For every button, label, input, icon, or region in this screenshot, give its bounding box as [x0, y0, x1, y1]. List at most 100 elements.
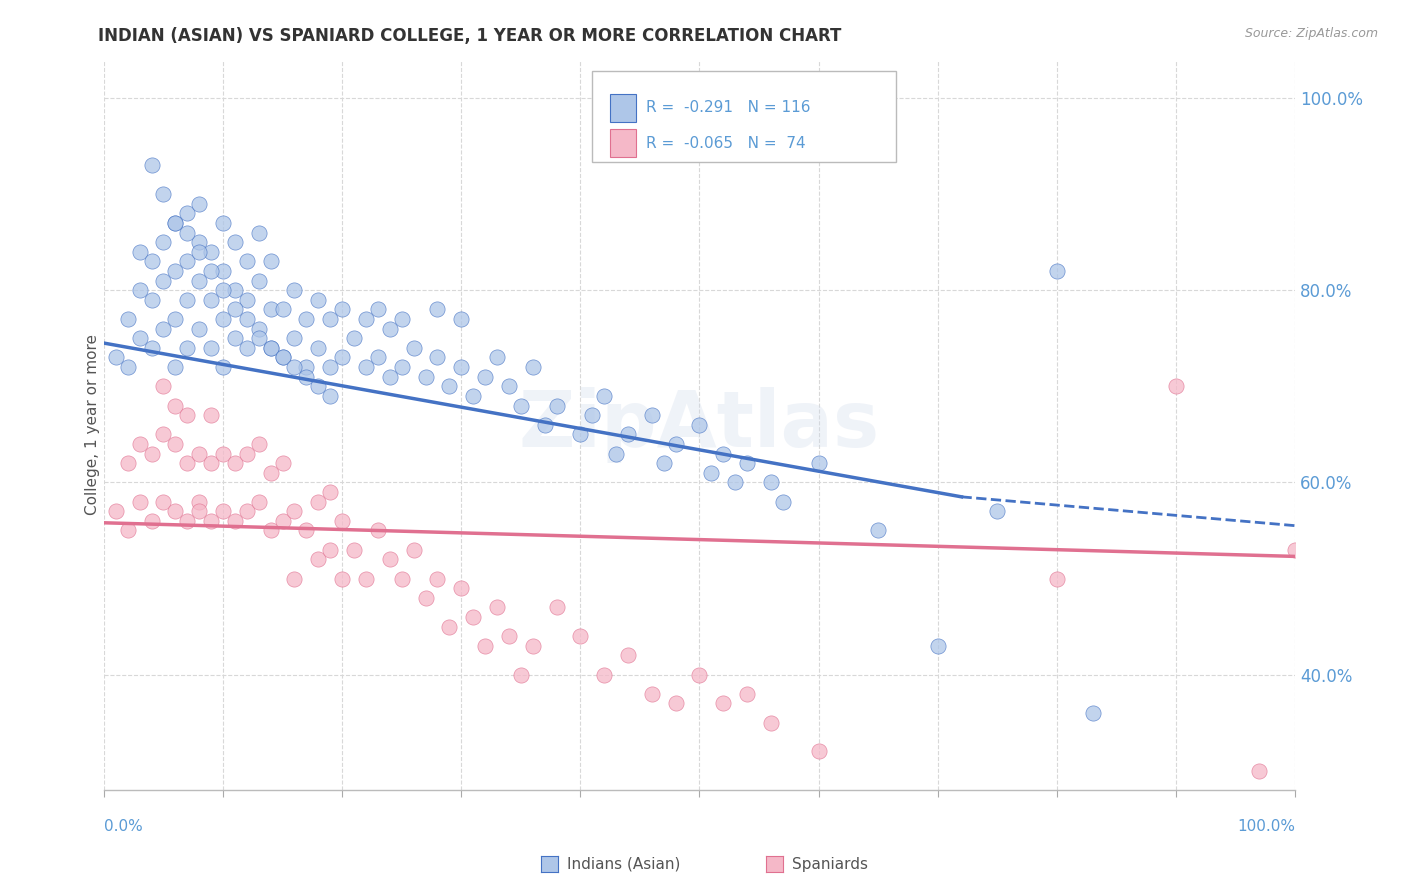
Point	[1081, 706, 1104, 720]
Point	[319, 312, 342, 326]
Point	[426, 572, 449, 586]
Point	[509, 399, 531, 413]
Point	[176, 408, 198, 422]
Point	[104, 351, 127, 365]
Point	[152, 321, 174, 335]
Point	[128, 437, 150, 451]
Point	[141, 293, 163, 307]
Point	[569, 629, 592, 643]
Text: R =  -0.291   N = 116: R = -0.291 N = 116	[645, 100, 810, 115]
Point	[176, 206, 198, 220]
Point	[319, 360, 342, 375]
Point	[283, 331, 305, 345]
Point	[152, 187, 174, 202]
Point	[260, 524, 283, 538]
Point	[188, 494, 211, 508]
Point	[200, 456, 222, 470]
Point	[759, 715, 782, 730]
Text: Source: ZipAtlas.com: Source: ZipAtlas.com	[1244, 27, 1378, 40]
Point	[247, 494, 270, 508]
Point	[236, 293, 259, 307]
Point	[450, 360, 472, 375]
Point	[295, 369, 318, 384]
Point	[152, 274, 174, 288]
Point	[271, 456, 294, 470]
Point	[295, 524, 318, 538]
Point	[236, 254, 259, 268]
Point	[260, 254, 283, 268]
Point	[415, 369, 437, 384]
Point	[688, 667, 710, 681]
Point	[141, 514, 163, 528]
Point	[1046, 264, 1069, 278]
Point	[868, 524, 890, 538]
Point	[593, 667, 616, 681]
Point	[176, 341, 198, 355]
Point	[354, 312, 377, 326]
Point	[188, 504, 211, 518]
Point	[128, 331, 150, 345]
Point	[200, 293, 222, 307]
Point	[378, 552, 401, 566]
Point	[343, 542, 366, 557]
Point	[772, 494, 794, 508]
Point	[283, 572, 305, 586]
Point	[117, 524, 139, 538]
Point	[188, 244, 211, 259]
Point	[128, 244, 150, 259]
Point	[665, 697, 688, 711]
Point	[1249, 764, 1271, 778]
Point	[807, 744, 830, 758]
Point	[141, 254, 163, 268]
Point	[474, 369, 496, 384]
Point	[212, 504, 235, 518]
Text: 100.0%: 100.0%	[1237, 819, 1295, 834]
Point	[224, 302, 246, 317]
Point	[319, 542, 342, 557]
Point	[1046, 572, 1069, 586]
Point	[271, 351, 294, 365]
Point	[200, 244, 222, 259]
Point	[188, 274, 211, 288]
Point	[415, 591, 437, 605]
Point	[439, 379, 461, 393]
Bar	[610, 94, 637, 121]
Point	[498, 379, 520, 393]
Point	[354, 572, 377, 586]
Point	[330, 572, 353, 586]
Point	[463, 610, 485, 624]
Point	[165, 504, 187, 518]
Point	[319, 485, 342, 500]
Point	[367, 302, 389, 317]
Point	[307, 494, 329, 508]
Point	[474, 639, 496, 653]
Point	[283, 360, 305, 375]
Point	[141, 447, 163, 461]
Point	[463, 389, 485, 403]
Point	[402, 341, 425, 355]
Point	[247, 226, 270, 240]
Point	[343, 331, 366, 345]
Point	[152, 427, 174, 442]
Point	[391, 312, 413, 326]
Text: Indians (Asian): Indians (Asian)	[567, 857, 681, 871]
Point	[498, 629, 520, 643]
Point	[295, 312, 318, 326]
Text: 0.0%: 0.0%	[104, 819, 142, 834]
Point	[224, 283, 246, 297]
Point	[260, 341, 283, 355]
Point	[569, 427, 592, 442]
Point	[354, 360, 377, 375]
Point	[176, 293, 198, 307]
Point	[283, 504, 305, 518]
Point	[593, 389, 616, 403]
Point	[485, 600, 508, 615]
Point	[522, 639, 544, 653]
Point	[247, 321, 270, 335]
Point	[450, 581, 472, 595]
Point	[176, 254, 198, 268]
Point	[367, 351, 389, 365]
Point	[152, 379, 174, 393]
Point	[141, 341, 163, 355]
Point	[236, 341, 259, 355]
